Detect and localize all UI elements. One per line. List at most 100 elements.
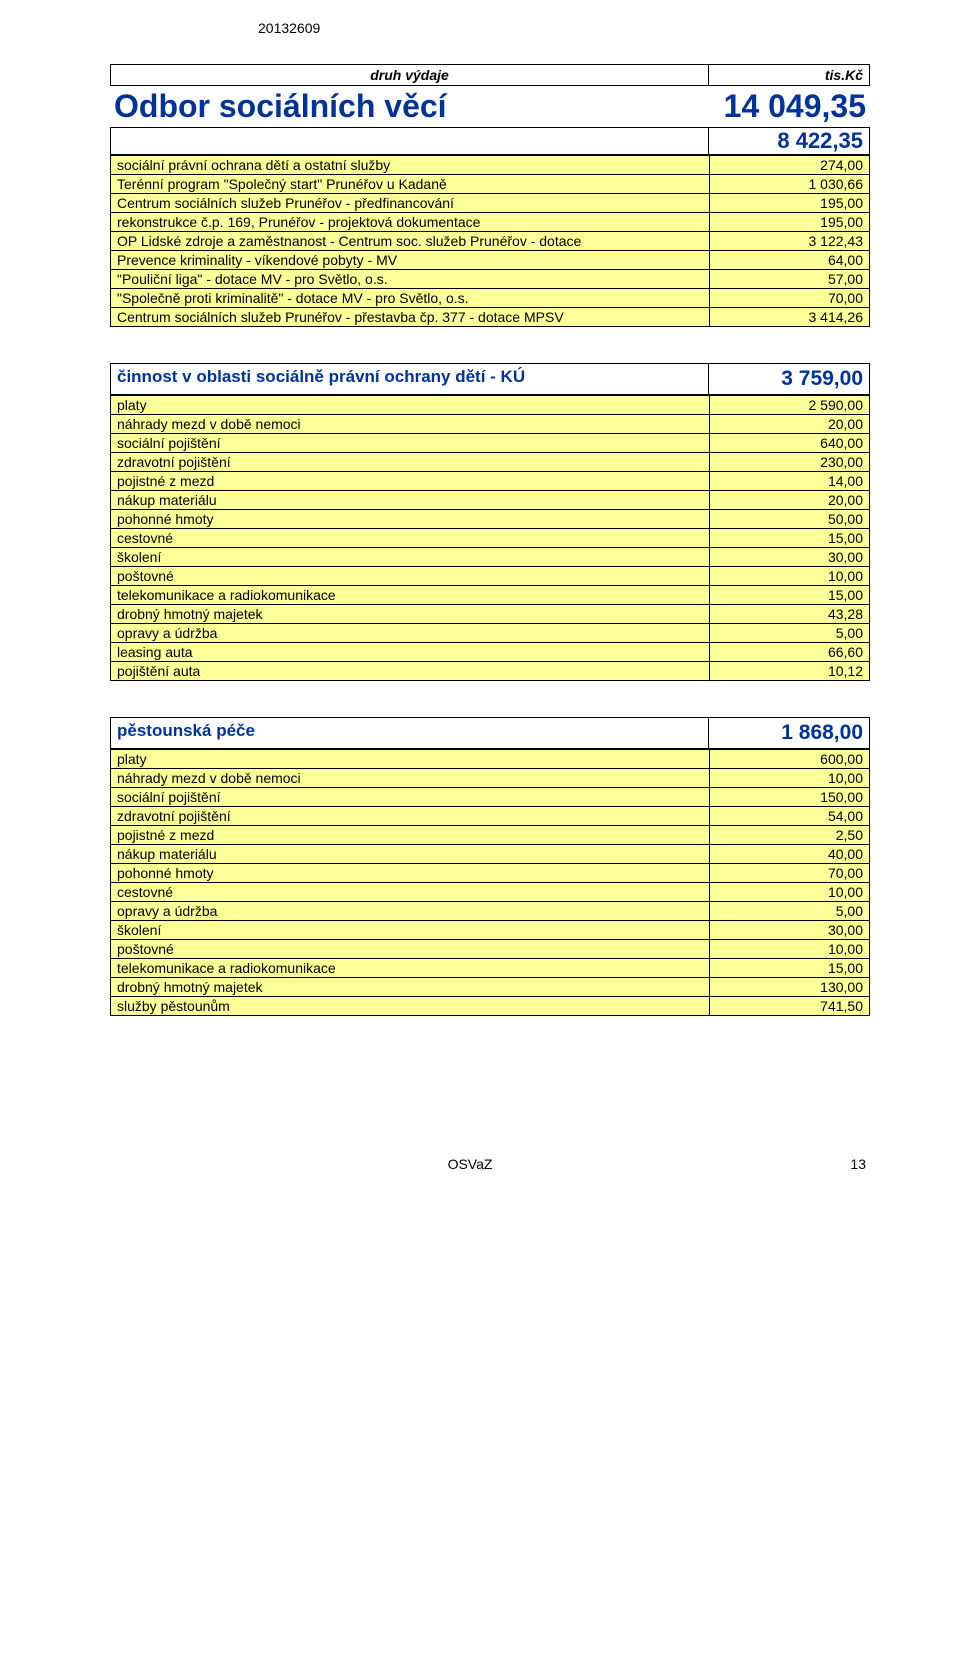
- department-title-row: Odbor sociálních věcí 14 049,35: [110, 88, 870, 125]
- row-value: 57,00: [710, 270, 870, 289]
- row-value: 20,00: [710, 415, 870, 434]
- expense-table-3: platy600,00náhrady mezd v době nemoci10,…: [110, 749, 870, 1016]
- department-total: 14 049,35: [710, 88, 870, 125]
- row-label: Centrum sociálních služeb Prunéřov - pře…: [111, 308, 710, 327]
- row-label: telekomunikace a radiokomunikace: [111, 959, 710, 978]
- table-row: pojistné z mezd14,00: [111, 472, 870, 491]
- footer-code: OSVaZ: [114, 1156, 826, 1172]
- row-label: rekonstrukce č.p. 169, Prunéřov - projek…: [111, 213, 710, 232]
- row-label: nákup materiálu: [111, 845, 710, 864]
- row-value: 43,28: [710, 605, 870, 624]
- row-label: školení: [111, 548, 710, 567]
- row-label: cestovné: [111, 529, 710, 548]
- page-footer: OSVaZ 13: [110, 1156, 870, 1172]
- row-value: 274,00: [710, 156, 870, 175]
- table-row: leasing auta66,60: [111, 643, 870, 662]
- row-value: 3 414,26: [710, 308, 870, 327]
- row-label: sociální pojištění: [111, 788, 710, 807]
- section-3-title: pěstounská péče: [111, 718, 709, 748]
- row-value: 600,00: [710, 750, 870, 769]
- table-row: školení30,00: [111, 921, 870, 940]
- table-row: sociální právní ochrana dětí a ostatní s…: [111, 156, 870, 175]
- row-label: platy: [111, 750, 710, 769]
- row-value: 741,50: [710, 997, 870, 1016]
- row-value: 70,00: [710, 289, 870, 308]
- row-value: 15,00: [710, 586, 870, 605]
- row-value: 30,00: [710, 921, 870, 940]
- table-row: opravy a údržba5,00: [111, 624, 870, 643]
- row-label: zdravotní pojištění: [111, 807, 710, 826]
- expense-table-1: sociální právní ochrana dětí a ostatní s…: [110, 155, 870, 327]
- row-label: Centrum sociálních služeb Prunéřov - pře…: [111, 194, 710, 213]
- row-label: náhrady mezd v době nemoci: [111, 769, 710, 788]
- row-label: "Pouliční liga" - dotace MV - pro Světlo…: [111, 270, 710, 289]
- row-value: 20,00: [710, 491, 870, 510]
- row-value: 195,00: [710, 213, 870, 232]
- row-label: sociální pojištění: [111, 434, 710, 453]
- row-value: 15,00: [710, 529, 870, 548]
- column-header-row: druh výdaje tis.Kč: [110, 64, 870, 86]
- table-row: platy2 590,00: [111, 396, 870, 415]
- table-row: náhrady mezd v době nemoci10,00: [111, 769, 870, 788]
- row-label: cestovné: [111, 883, 710, 902]
- row-value: 10,12: [710, 662, 870, 681]
- row-value: 1 030,66: [710, 175, 870, 194]
- row-label: pojistné z mezd: [111, 826, 710, 845]
- subtotal-label: [111, 128, 709, 154]
- row-label: náhrady mezd v době nemoci: [111, 415, 710, 434]
- table-row: "Společně proti kriminalitě" - dotace MV…: [111, 289, 870, 308]
- row-value: 10,00: [710, 940, 870, 959]
- row-value: 640,00: [710, 434, 870, 453]
- table-row: telekomunikace a radiokomunikace15,00: [111, 959, 870, 978]
- row-value: 15,00: [710, 959, 870, 978]
- table-row: platy600,00: [111, 750, 870, 769]
- row-value: 40,00: [710, 845, 870, 864]
- row-label: Prevence kriminality - víkendové pobyty …: [111, 251, 710, 270]
- row-value: 2,50: [710, 826, 870, 845]
- row-label: školení: [111, 921, 710, 940]
- table-row: sociální pojištění640,00: [111, 434, 870, 453]
- row-label: služby pěstounům: [111, 997, 710, 1016]
- table-row: Centrum sociálních služeb Prunéřov - pře…: [111, 308, 870, 327]
- table-row: poštovné10,00: [111, 567, 870, 586]
- table-row: drobný hmotný majetek43,28: [111, 605, 870, 624]
- row-label: opravy a údržba: [111, 624, 710, 643]
- table-row: služby pěstounům741,50: [111, 997, 870, 1016]
- section-3-amount: 1 868,00: [709, 718, 869, 748]
- row-value: 64,00: [710, 251, 870, 270]
- table-row: nákup materiálu20,00: [111, 491, 870, 510]
- row-value: 230,00: [710, 453, 870, 472]
- row-value: 195,00: [710, 194, 870, 213]
- row-value: 2 590,00: [710, 396, 870, 415]
- row-label: pohonné hmoty: [111, 510, 710, 529]
- row-label: drobný hmotný majetek: [111, 978, 710, 997]
- table-row: cestovné10,00: [111, 883, 870, 902]
- row-label: OP Lidské zdroje a zaměstnanost - Centru…: [111, 232, 710, 251]
- row-label: poštovné: [111, 567, 710, 586]
- footer-page-number: 13: [826, 1156, 866, 1172]
- row-label: nákup materiálu: [111, 491, 710, 510]
- table-row: pojistné z mezd2,50: [111, 826, 870, 845]
- table-row: náhrady mezd v době nemoci20,00: [111, 415, 870, 434]
- header-currency: tis.Kč: [709, 65, 869, 85]
- table-row: OP Lidské zdroje a zaměstnanost - Centru…: [111, 232, 870, 251]
- row-value: 70,00: [710, 864, 870, 883]
- table-row: telekomunikace a radiokomunikace15,00: [111, 586, 870, 605]
- table-row: opravy a údržba5,00: [111, 902, 870, 921]
- row-label: sociální právní ochrana dětí a ostatní s…: [111, 156, 710, 175]
- row-label: drobný hmotný majetek: [111, 605, 710, 624]
- row-label: pohonné hmoty: [111, 864, 710, 883]
- row-value: 3 122,43: [710, 232, 870, 251]
- table-row: sociální pojištění150,00: [111, 788, 870, 807]
- row-value: 14,00: [710, 472, 870, 491]
- table-row: "Pouliční liga" - dotace MV - pro Světlo…: [111, 270, 870, 289]
- table-row: pojištění auta10,12: [111, 662, 870, 681]
- row-label: telekomunikace a radiokomunikace: [111, 586, 710, 605]
- document-id: 20132609: [258, 20, 870, 36]
- row-label: leasing auta: [111, 643, 710, 662]
- table-row: pohonné hmoty70,00: [111, 864, 870, 883]
- row-value: 10,00: [710, 883, 870, 902]
- row-value: 50,00: [710, 510, 870, 529]
- row-value: 10,00: [710, 769, 870, 788]
- section-3-header: pěstounská péče 1 868,00: [110, 717, 870, 749]
